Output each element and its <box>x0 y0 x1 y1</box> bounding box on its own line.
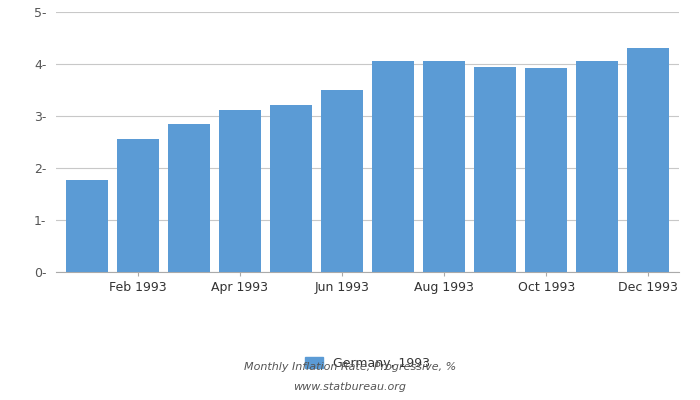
Bar <box>424 61 465 272</box>
Bar <box>474 67 516 272</box>
Bar <box>321 90 363 272</box>
Bar <box>117 139 159 272</box>
Bar <box>168 124 210 272</box>
Bar <box>525 68 567 272</box>
Bar <box>576 61 618 272</box>
Text: www.statbureau.org: www.statbureau.org <box>293 382 407 392</box>
Bar <box>627 48 669 272</box>
Legend: Germany, 1993: Germany, 1993 <box>300 352 435 375</box>
Bar <box>270 104 312 272</box>
Bar <box>66 180 108 272</box>
Bar <box>219 110 261 272</box>
Bar <box>372 61 414 272</box>
Text: Monthly Inflation Rate, Progressive, %: Monthly Inflation Rate, Progressive, % <box>244 362 456 372</box>
